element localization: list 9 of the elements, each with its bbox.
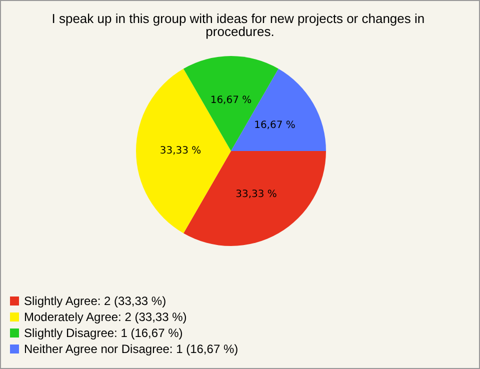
legend-label: Moderately Agree: 2 (33,33 %)	[24, 310, 187, 324]
legend-label: Neither Agree nor Disagree: 1 (16,67 %)	[24, 342, 238, 356]
data-label: 16,67 %	[254, 120, 296, 132]
data-label: 16,67 %	[210, 95, 252, 106]
chart-title: I speak up in this group with ideas for new projects or changes in procedures.	[52, 11, 428, 39]
data-label: 33,33 %	[160, 146, 202, 157]
legend-label: Slightly Disagree: 1 (16,67 %)	[24, 326, 183, 340]
data-label: 33,33 %	[236, 189, 277, 200]
legend-label: Slightly Agree: 2 (33,33 %)	[24, 294, 166, 308]
